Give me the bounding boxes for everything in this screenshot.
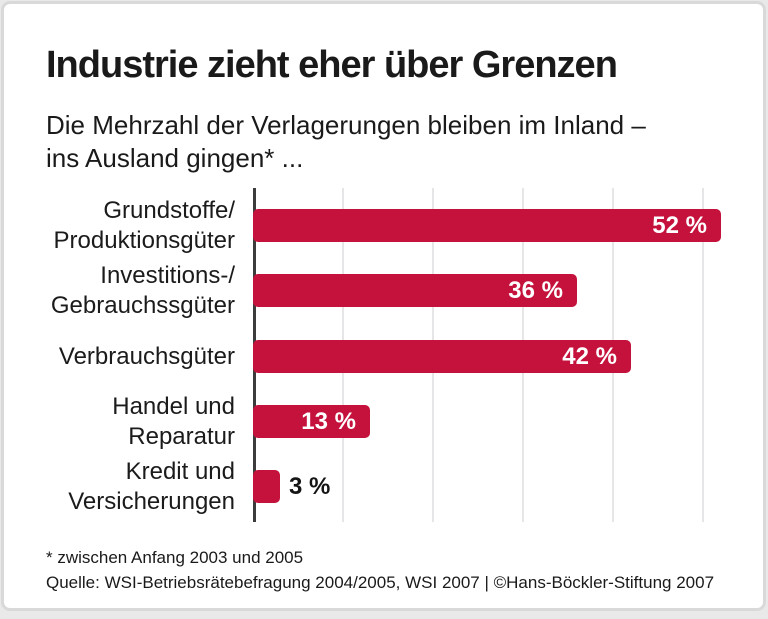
category-label: Grundstoffe/Produktionsgüter [4,197,235,254]
category-label-text: Handel und Reparatur [112,392,235,450]
subtitle-line-2: ins Ausland gingen* ... [46,143,304,173]
category-label: Investitions-/Gebrauchssgüter [4,262,235,319]
value-label: 13 % [301,408,356,435]
footnote: * zwischen Anfang 2003 und 2005 [46,548,304,567]
category-label-text: Grundstoffe/Produktionsgüter [53,196,235,254]
subtitle-line-1: Die Mehrzahl der Verlagerungen bleiben i… [46,110,646,140]
source-line: Quelle: WSI-Betriebsrätebefragung 2004/2… [46,573,715,592]
page-title: Industrie zieht eher über Grenzen [46,44,618,86]
bar: 42 % [253,340,631,373]
chart-subtitle: Die Mehrzahl der Verlagerungen bleiben i… [46,109,646,175]
category-label: Verbrauchsgüter [4,340,235,373]
value-label: 52 % [652,212,707,239]
value-label: 36 % [508,277,563,304]
category-label: Handel und Reparatur [4,393,235,450]
category-label-text: Kredit und Versicherungen [68,457,235,515]
gridline [702,188,704,522]
bar: 52 % [253,209,721,242]
category-label-text: Investitions-/Gebrauchssgüter [50,261,235,319]
bar: 13 % [253,405,370,438]
value-label: 3 % [289,473,331,500]
plot-area: Grundstoffe/Produktionsgüter 52 % Investit… [4,188,763,522]
bar: 36 % [253,274,577,307]
category-label-text: Verbrauchsgüter [58,342,235,370]
category-label: Kredit und Versicherungen [4,458,235,515]
value-label: 42 % [562,343,617,370]
bar [253,470,280,503]
